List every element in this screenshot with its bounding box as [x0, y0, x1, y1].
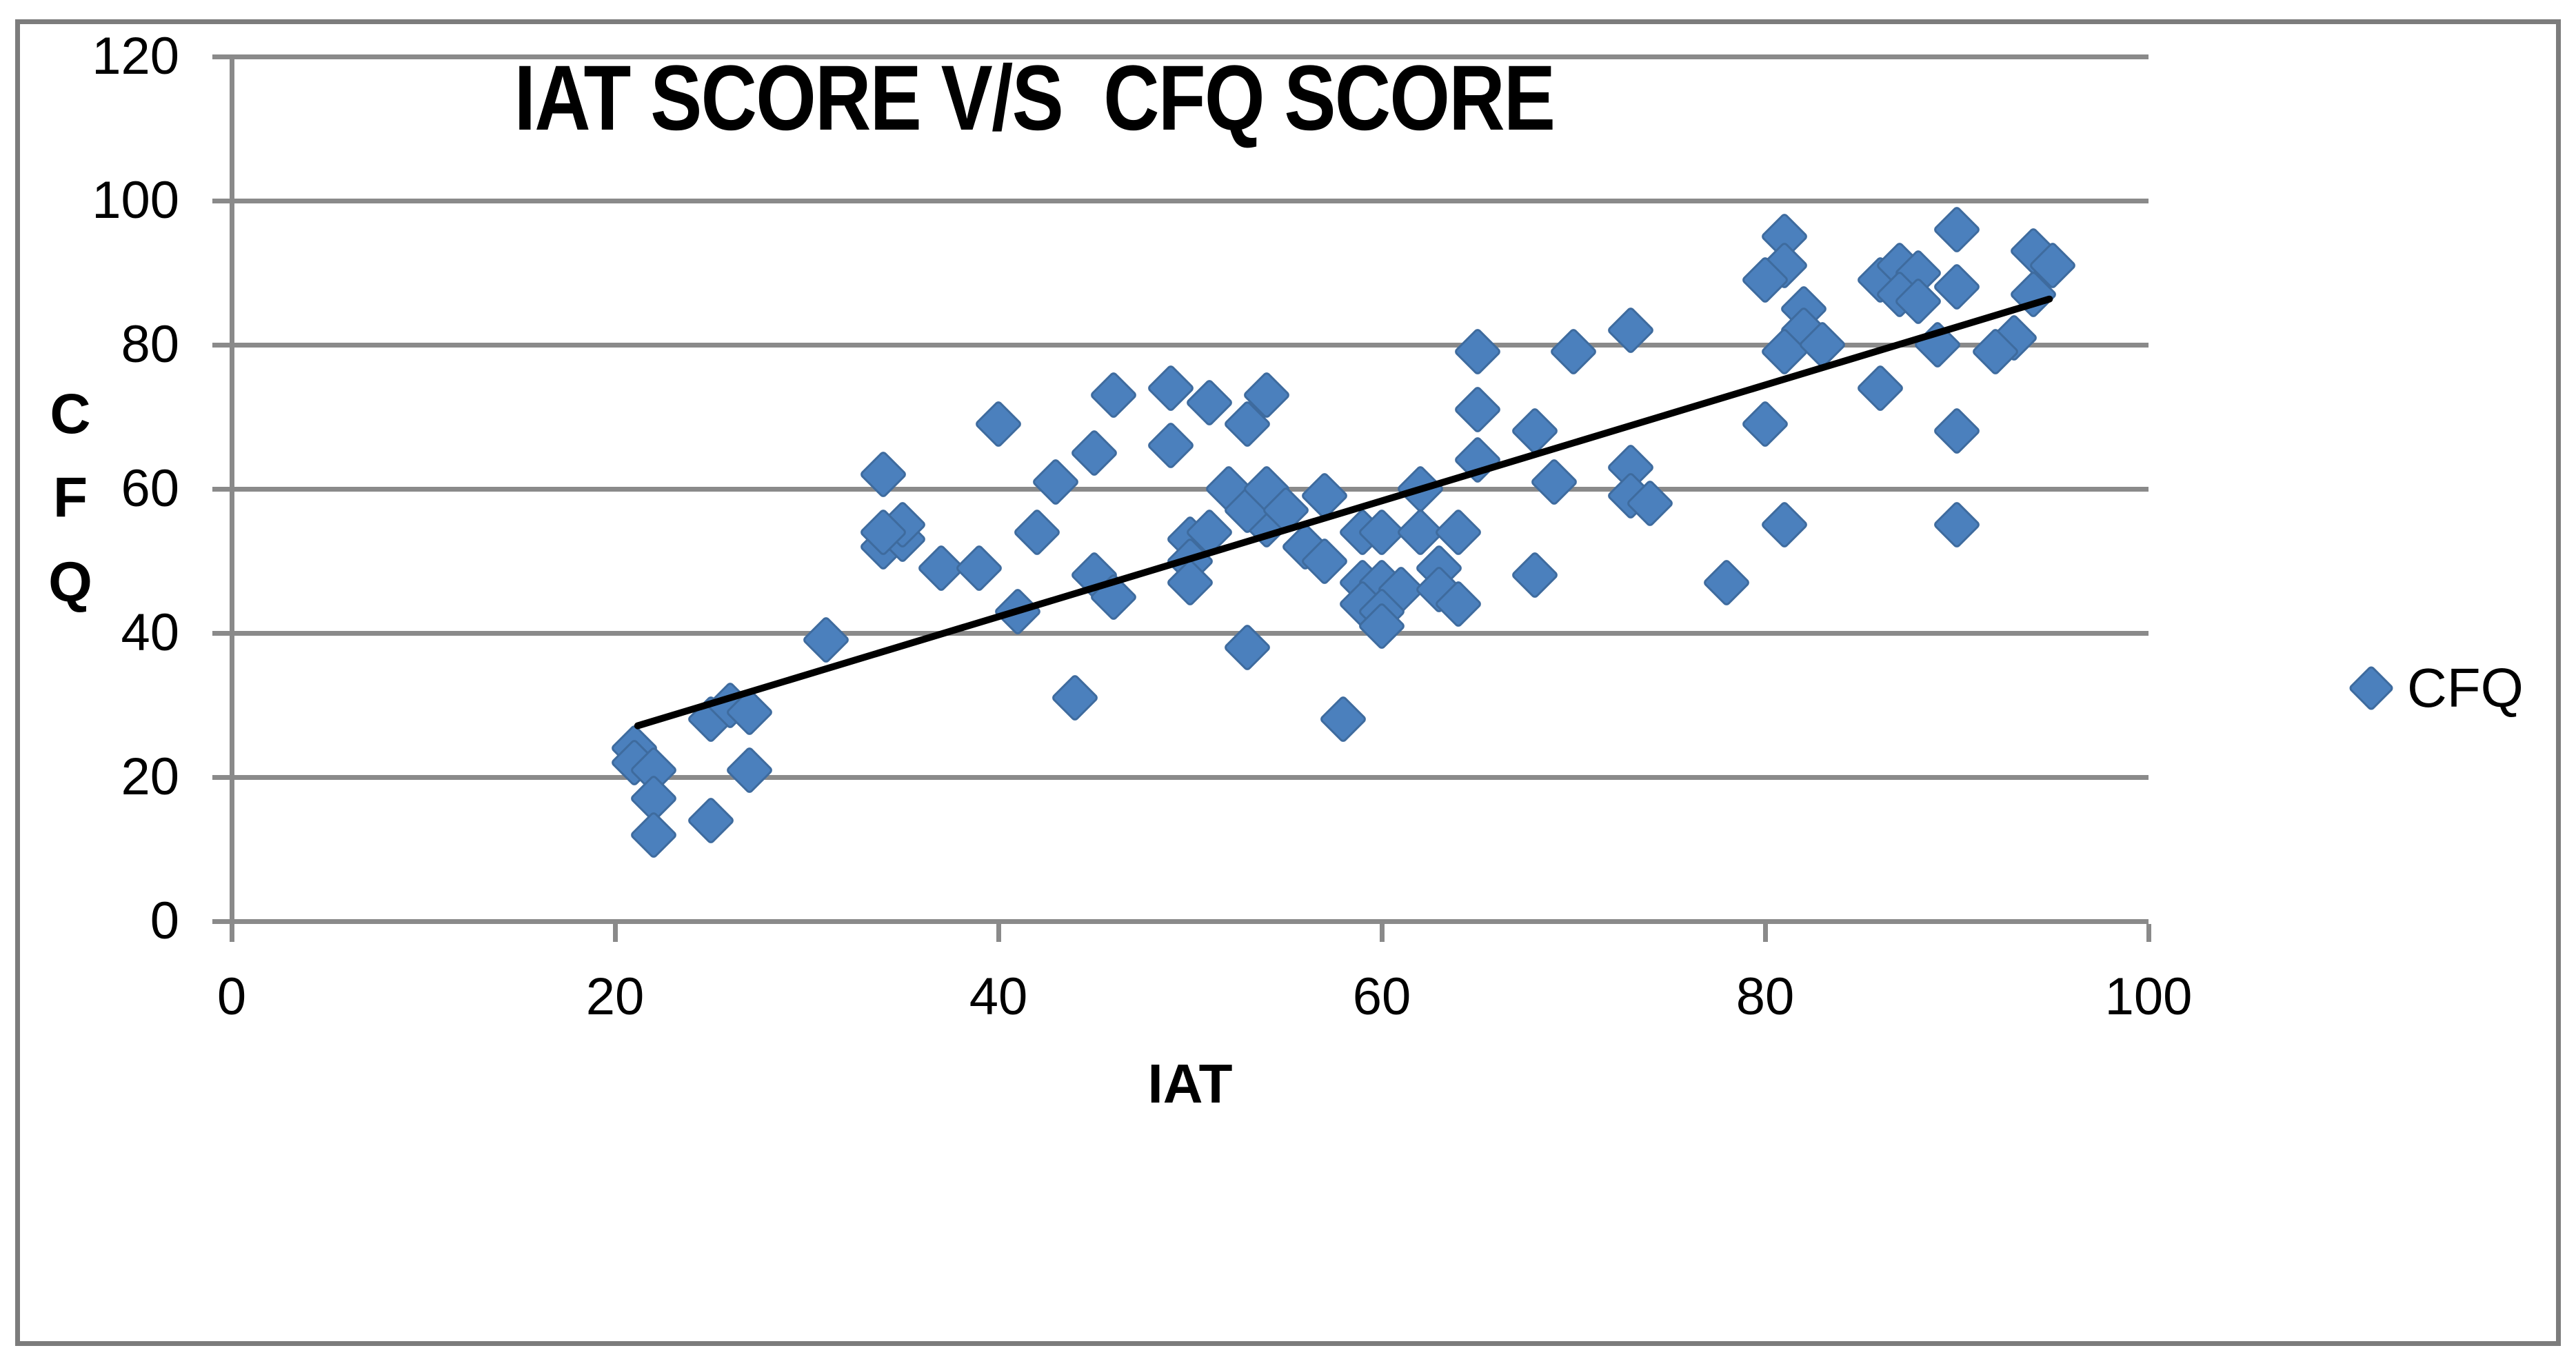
gridline-y-120	[232, 54, 2149, 59]
legend: CFQ	[2348, 657, 2524, 718]
x-tick-20	[613, 924, 618, 942]
y-tick-120	[212, 54, 232, 59]
y-tick-label: 80	[121, 315, 179, 374]
y-tick-label: 40	[121, 603, 179, 662]
gridline-y-40	[232, 631, 2149, 636]
y-axis-title-letter: F	[52, 466, 88, 529]
y-tick-100	[212, 199, 232, 203]
chart-outer-border	[15, 19, 2561, 1346]
x-axis-title: IAT	[1147, 1053, 1233, 1114]
y-tick-label: 120	[92, 27, 179, 86]
y-axis-line	[230, 57, 234, 924]
x-tick-label: 0	[217, 967, 247, 1026]
legend-diamond-marker-icon	[2348, 665, 2395, 712]
x-tick-label: 80	[1735, 967, 1795, 1026]
y-axis-title-letter: Q	[48, 551, 92, 614]
gridline-y-80	[232, 343, 2149, 348]
y-tick-0	[212, 919, 232, 924]
gridline-y-20	[232, 775, 2149, 780]
y-tick-20	[212, 775, 232, 780]
x-tick-label: 60	[1352, 967, 1411, 1026]
x-tick-40	[996, 924, 1001, 942]
y-tick-label: 100	[92, 171, 179, 230]
chart-title: IAT SCORE V/S CFQ SCORE	[514, 47, 1556, 150]
x-tick-60	[1380, 924, 1385, 942]
x-tick-80	[1763, 924, 1768, 942]
y-tick-label: 20	[121, 747, 179, 806]
x-tick-0	[230, 924, 234, 942]
y-tick-label: 0	[150, 892, 179, 950]
legend-label: CFQ	[2407, 657, 2524, 718]
x-axis-line	[232, 919, 2149, 924]
gridline-y-60	[232, 487, 2149, 492]
y-tick-60	[212, 487, 232, 492]
x-tick-label: 100	[2104, 967, 2193, 1026]
x-tick-100	[2146, 924, 2151, 942]
gridline-y-100	[232, 199, 2149, 203]
x-tick-label: 40	[969, 967, 1028, 1026]
y-tick-40	[212, 631, 232, 636]
y-tick-label: 60	[121, 459, 179, 518]
y-tick-80	[212, 343, 232, 348]
x-tick-label: 20	[585, 967, 645, 1026]
y-axis-title-letter: C	[50, 383, 91, 445]
